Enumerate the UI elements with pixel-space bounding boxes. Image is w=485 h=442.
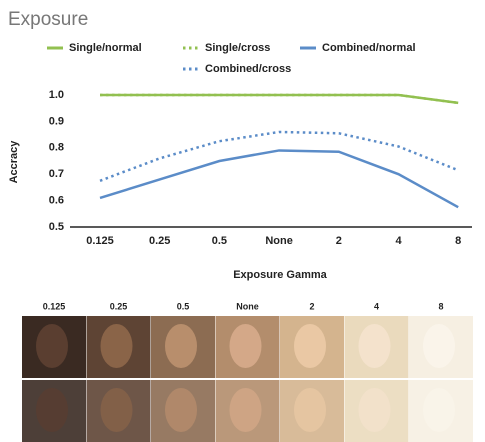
image-face bbox=[230, 388, 262, 432]
image-face bbox=[101, 324, 133, 368]
image-face bbox=[423, 324, 455, 368]
image-face bbox=[359, 324, 391, 368]
image-face bbox=[423, 388, 455, 432]
x-tick-label: None bbox=[265, 235, 293, 247]
image-face bbox=[101, 388, 133, 432]
y-tick-label: 0.6 bbox=[49, 195, 64, 207]
x-tick-label: 8 bbox=[455, 235, 461, 247]
y-tick-label: 1.0 bbox=[49, 89, 64, 101]
x-tick-label: 4 bbox=[395, 235, 402, 247]
x-tick-label: 0.5 bbox=[212, 235, 227, 247]
x-tick-label: 0.125 bbox=[86, 235, 114, 247]
image-column-label: None bbox=[236, 301, 259, 311]
x-tick-label: 0.25 bbox=[149, 235, 170, 247]
chart-title: Exposure bbox=[8, 9, 88, 30]
y-tick-label: 0.7 bbox=[49, 168, 64, 180]
legend-label: Combined/normal bbox=[322, 42, 416, 54]
y-tick-label: 0.5 bbox=[49, 221, 64, 233]
y-axis-label: Accracy bbox=[8, 140, 20, 184]
legend-label: Combined/cross bbox=[205, 63, 291, 75]
image-face bbox=[294, 388, 326, 432]
image-face bbox=[165, 388, 197, 432]
image-face bbox=[165, 324, 197, 368]
image-column-label: 0.125 bbox=[43, 301, 66, 311]
image-face bbox=[230, 324, 262, 368]
y-tick-label: 0.8 bbox=[49, 142, 64, 154]
series-line bbox=[100, 95, 458, 103]
y-tick-label: 0.9 bbox=[49, 115, 64, 127]
legend-label: Single/cross bbox=[205, 42, 270, 54]
image-column-label: 0.5 bbox=[177, 301, 190, 311]
series-line bbox=[100, 132, 458, 181]
image-face bbox=[294, 324, 326, 368]
legend-label: Single/normal bbox=[69, 42, 142, 54]
image-column-label: 4 bbox=[374, 301, 379, 311]
image-column-label: 8 bbox=[438, 301, 443, 311]
image-face bbox=[36, 388, 68, 432]
series-line bbox=[100, 150, 458, 207]
image-face bbox=[359, 388, 391, 432]
image-column-label: 0.25 bbox=[110, 301, 128, 311]
image-face bbox=[36, 324, 68, 368]
x-tick-label: 2 bbox=[336, 235, 342, 247]
x-axis-label: Exposure Gamma bbox=[233, 269, 327, 281]
image-column-label: 2 bbox=[309, 301, 314, 311]
chart: Exposure Accracy Exposure Gamma 1.0 0.9 0.… bbox=[0, 0, 485, 442]
